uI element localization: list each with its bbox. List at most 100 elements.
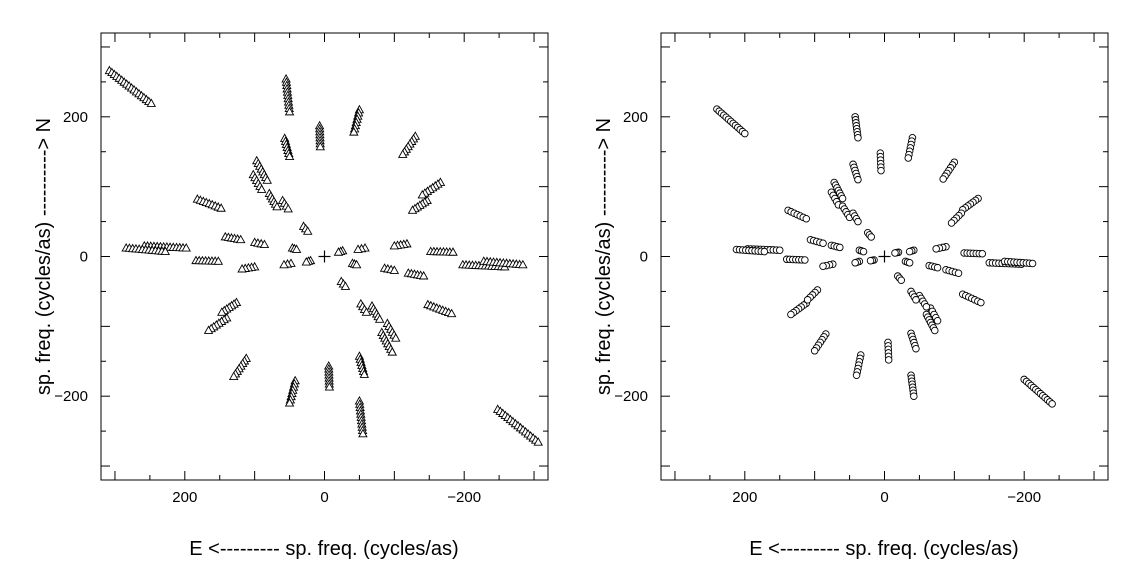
data-point	[324, 381, 335, 391]
data-point	[301, 256, 312, 266]
data-point	[333, 247, 344, 256]
data-point	[390, 333, 401, 342]
data-point	[931, 326, 939, 335]
data-marks	[104, 65, 543, 446]
data-point	[933, 263, 942, 272]
data-point	[389, 240, 400, 250]
data-point	[359, 369, 370, 378]
data-point	[418, 270, 429, 280]
y-axis-title: sp. freq. (cycles/as) ----------> N	[33, 118, 55, 395]
data-point	[361, 307, 372, 316]
data-point	[284, 106, 295, 116]
x-tick-label: 0	[320, 489, 328, 506]
data-point	[866, 256, 875, 265]
data-point	[217, 307, 227, 316]
y-tick-label: 200	[63, 109, 88, 126]
x-tick-label: 0	[880, 489, 888, 506]
data-point	[912, 296, 920, 304]
data-point	[819, 239, 827, 247]
data-point	[803, 296, 812, 304]
data-point	[810, 347, 819, 355]
data-point	[291, 244, 302, 253]
x-axis-title: E <--------- sp. freq. (cycles/as)	[189, 538, 458, 560]
data-point	[897, 276, 906, 284]
data-point	[228, 371, 239, 381]
data-point	[518, 259, 528, 269]
origin-cross	[878, 250, 891, 263]
data-marks	[713, 105, 1056, 408]
data-point	[741, 129, 749, 138]
axis-ticks	[101, 33, 548, 480]
data-point	[922, 303, 931, 311]
data-point	[216, 203, 226, 212]
data-point	[802, 215, 811, 223]
data-point	[160, 246, 171, 256]
data-point	[775, 246, 784, 254]
data-point	[933, 317, 942, 325]
data-point	[854, 217, 862, 226]
data-point	[867, 233, 875, 241]
data-point	[235, 234, 246, 244]
data-point	[181, 242, 191, 252]
data-point	[374, 314, 385, 323]
data-point	[533, 437, 543, 446]
data-point	[213, 256, 224, 265]
x-axis-title: E <--------- sp. freq. (cycles/as)	[749, 538, 1018, 560]
y-axis-title: sp. freq. (cycles/as) ----------> N	[593, 118, 615, 395]
x-tick-label: 200	[732, 489, 757, 506]
data-point	[203, 325, 214, 334]
data-point	[852, 371, 861, 379]
data-point	[262, 175, 272, 184]
uv-plot-right: 200 0 −200 200 0 −200 E <--------- sp. freq. …	[593, 32, 1109, 560]
data-point	[417, 189, 428, 199]
data-point	[1028, 259, 1037, 268]
data-point	[358, 428, 368, 438]
tick-labels: 200 0 −200 200 0 −200	[54, 109, 481, 506]
data-point	[787, 310, 795, 319]
data-point	[977, 298, 985, 307]
data-point	[446, 308, 457, 318]
data-point	[978, 249, 987, 258]
data-point	[939, 175, 947, 183]
origin-cross	[318, 250, 331, 263]
data-point	[760, 247, 769, 256]
data-point	[397, 149, 408, 158]
data-point	[407, 205, 418, 214]
data-point	[340, 281, 351, 290]
data-point	[272, 201, 282, 211]
y-tick-label: 0	[80, 249, 88, 266]
data-point	[905, 259, 914, 267]
data-point	[146, 98, 157, 107]
data-point	[877, 166, 885, 175]
data-point	[954, 269, 963, 278]
data-point	[854, 175, 862, 184]
y-tick-label: 0	[640, 249, 648, 266]
data-point	[259, 239, 270, 249]
data-point	[389, 265, 400, 274]
data-point	[284, 151, 295, 161]
data-point	[910, 392, 918, 400]
y-tick-label: −200	[54, 388, 88, 405]
data-point	[884, 356, 893, 364]
data-point	[256, 184, 267, 193]
data-point	[891, 249, 899, 257]
data-point	[851, 259, 859, 267]
data-point	[836, 243, 844, 252]
data-point	[854, 134, 862, 142]
data-point	[237, 263, 247, 273]
y-tick-label: 200	[623, 109, 648, 126]
data-point	[912, 344, 920, 353]
data-point	[838, 194, 847, 203]
data-point	[387, 347, 398, 356]
tick-labels: 200 0 −200 200 0 −200	[614, 109, 1041, 506]
data-point	[302, 226, 313, 235]
data-point	[315, 141, 326, 151]
data-point	[905, 247, 914, 256]
data-point	[904, 154, 912, 162]
data-point	[947, 219, 956, 227]
data-point	[932, 245, 940, 253]
data-point	[283, 203, 293, 213]
data-point	[1048, 400, 1056, 408]
x-tick-label: 200	[172, 489, 197, 506]
